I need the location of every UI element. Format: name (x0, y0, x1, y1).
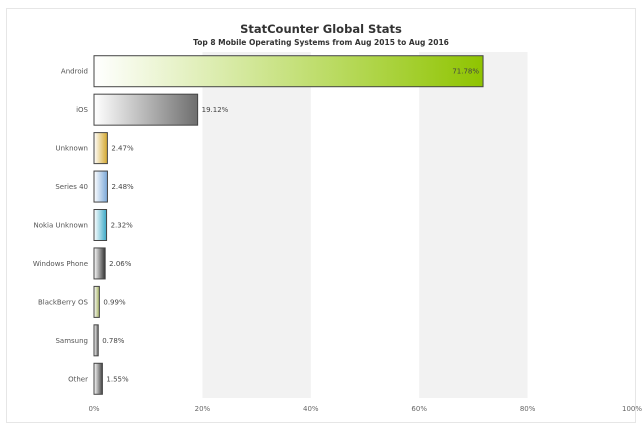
category-label: Nokia Unknown (33, 222, 88, 230)
x-tick-label: 100% (622, 405, 642, 413)
value-label: 1.55% (106, 375, 129, 383)
category-label: Unknown (56, 145, 89, 153)
category-label: Windows Phone (33, 260, 88, 268)
x-tick-label: 40% (303, 405, 319, 413)
x-tick-label: 20% (195, 405, 211, 413)
category-label: Series 40 (55, 183, 88, 191)
bar-series-40 (93, 170, 108, 203)
bar-windows-phone (93, 247, 106, 280)
chart-title: StatCounter Global Stats (240, 22, 402, 36)
category-label: Android (61, 68, 88, 76)
bar-samsung (93, 324, 99, 357)
value-label: 71.78% (452, 68, 479, 76)
bar-android (93, 55, 484, 88)
category-label: BlackBerry OS (38, 298, 89, 306)
value-label: 2.32% (111, 222, 134, 230)
value-label: 19.12% (202, 106, 229, 114)
x-tick-label: 60% (411, 405, 427, 413)
bar-ios (93, 93, 199, 126)
category-label: Samsung (55, 337, 88, 345)
bar-unknown (93, 132, 108, 165)
x-tick-label: 80% (520, 405, 536, 413)
chart-subtitle: Top 8 Mobile Operating Systems from Aug … (193, 38, 449, 47)
grid-band (202, 52, 311, 398)
x-tick-label: 0% (88, 405, 99, 413)
bar-other (93, 362, 103, 395)
value-label: 0.78% (102, 337, 125, 345)
category-label: iOS (76, 106, 88, 114)
bar-nokia-unknown (93, 209, 108, 241)
bar-blackberry-os (93, 285, 100, 318)
value-label: 2.47% (111, 145, 134, 153)
category-label: Other (68, 375, 88, 383)
value-label: 2.06% (109, 260, 132, 268)
grid-band (419, 52, 528, 398)
value-label: 0.99% (103, 298, 126, 306)
value-label: 2.48% (111, 183, 134, 191)
